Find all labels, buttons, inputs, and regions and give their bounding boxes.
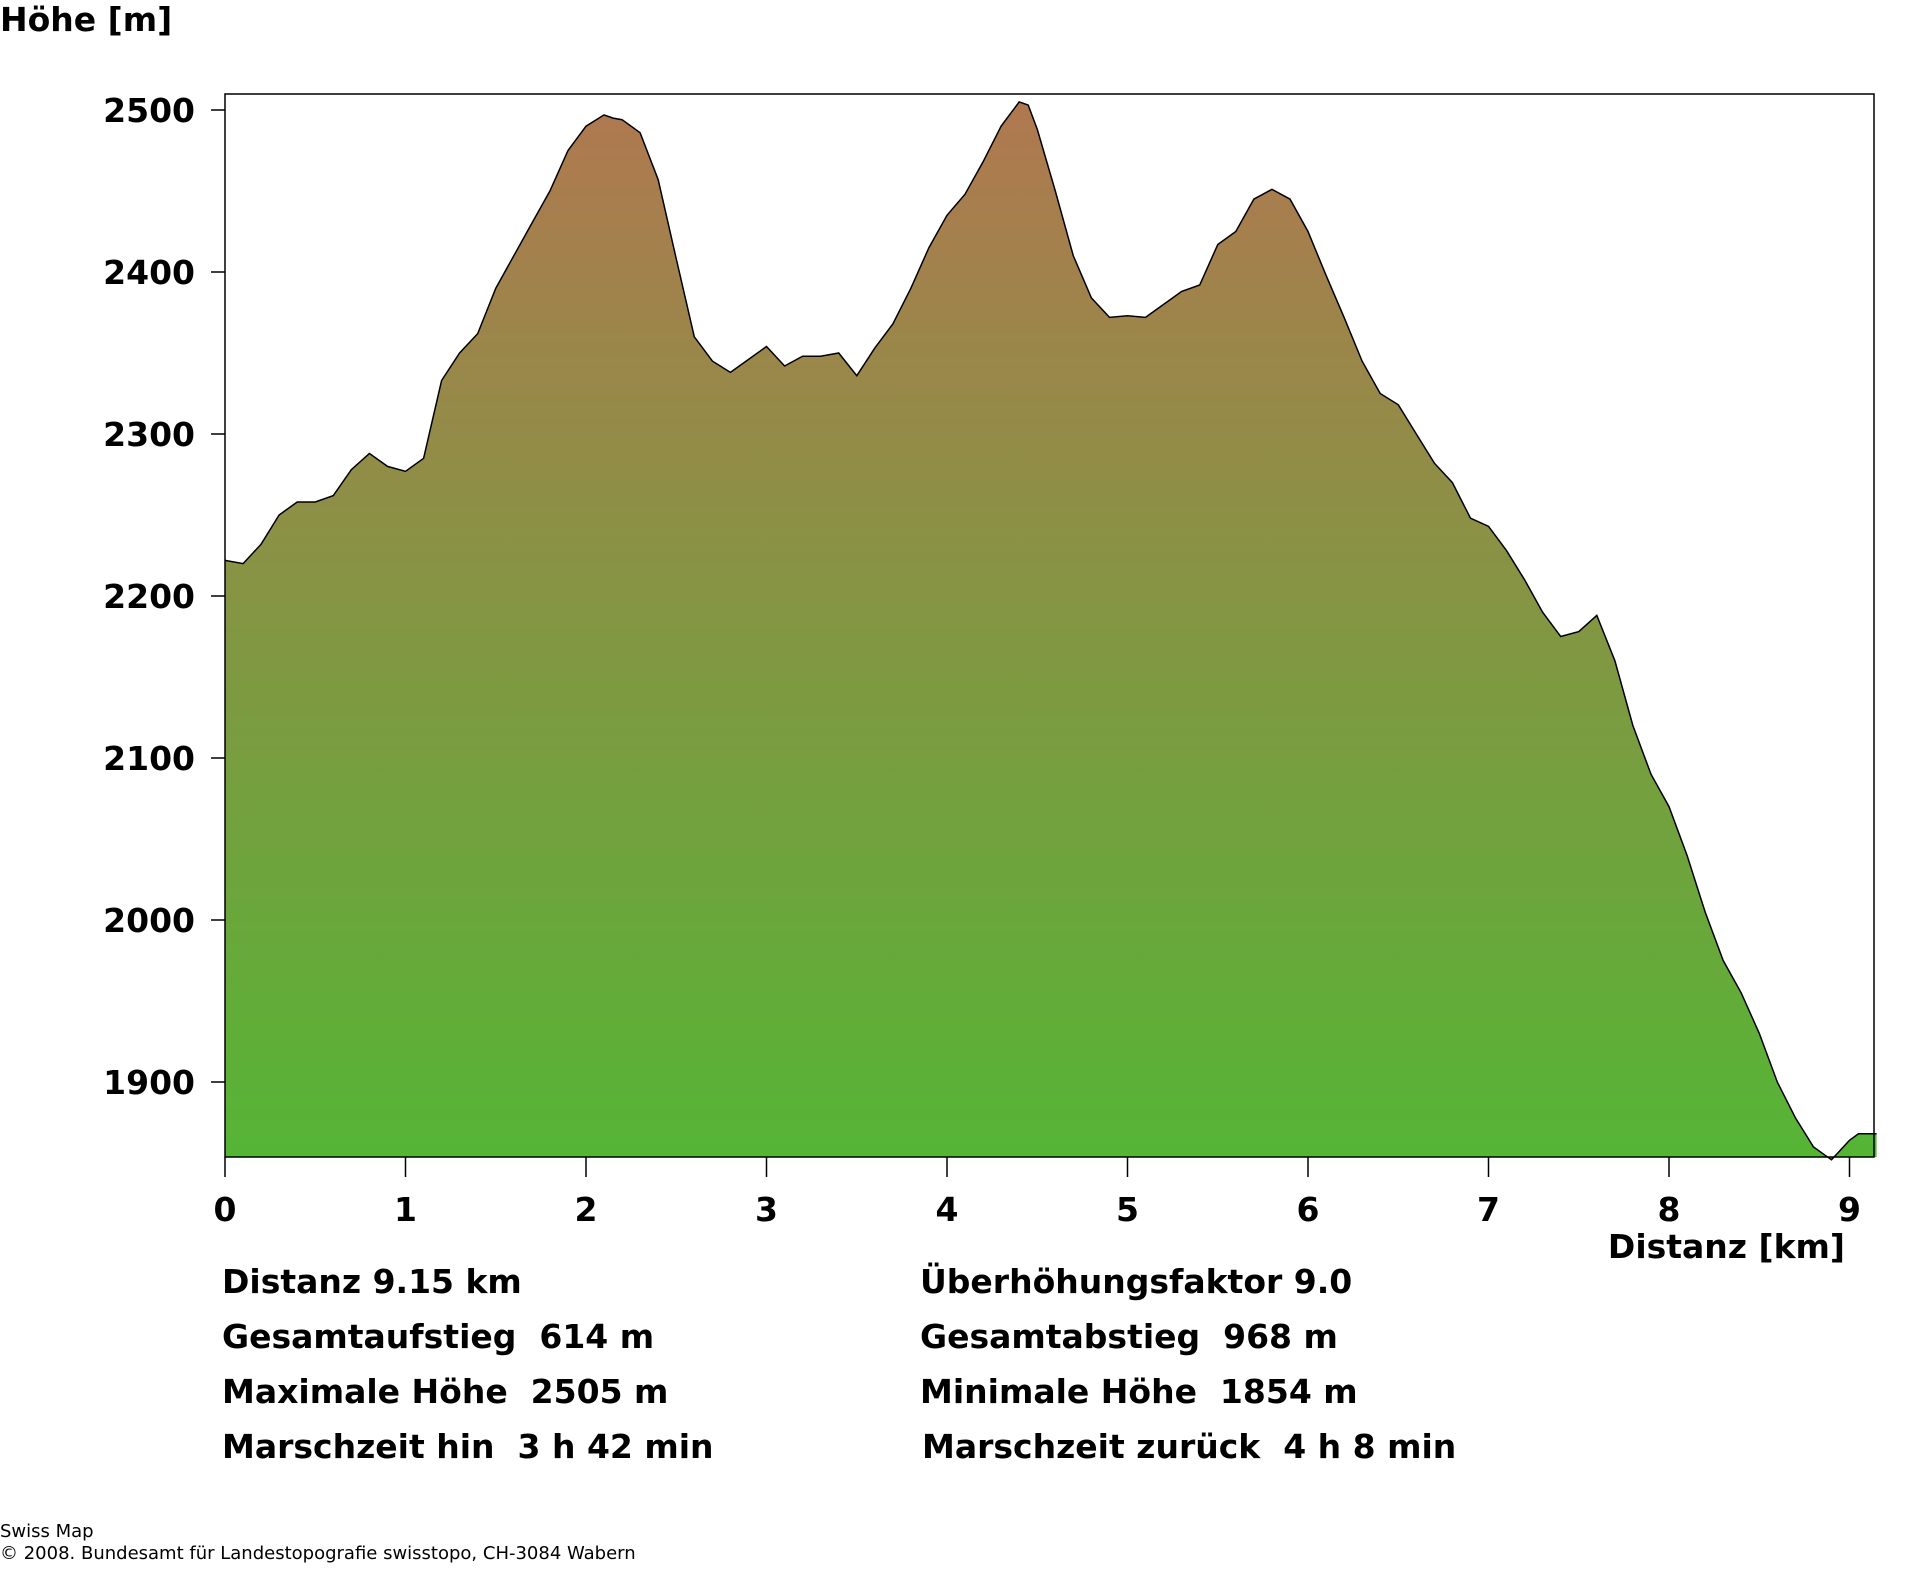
elevation-area <box>225 101 1877 1160</box>
x-axis: 0 1 2 3 4 5 6 7 8 9 <box>214 1157 1861 1229</box>
x-tick-label: 1 <box>394 1190 417 1229</box>
x-tick-label: 5 <box>1116 1190 1139 1229</box>
stat-ueberhoehungsfaktor: Überhöhungsfaktor 9.0 <box>920 1262 1353 1301</box>
footer-title: Swiss Map <box>0 1521 94 1542</box>
x-tick-label: 9 <box>1838 1190 1861 1229</box>
x-axis-label: Distanz [km] <box>1608 1227 1845 1266</box>
y-tick-label: 2500 <box>103 91 195 130</box>
y-tick-label: 2200 <box>103 577 195 616</box>
y-tick-label: 2400 <box>103 253 195 292</box>
x-tick-label: 7 <box>1477 1190 1500 1229</box>
y-tick-label: 2100 <box>103 739 195 778</box>
stat-minimale-hoehe: Minimale Höhe 1854 m <box>920 1372 1358 1411</box>
plot-frame <box>224 93 1875 1158</box>
y-tick-label: 2300 <box>103 415 195 454</box>
x-tick-label: 3 <box>755 1190 778 1229</box>
elevation-line <box>224 101 1877 1161</box>
stat-gesamtabstieg: Gesamtabstieg 968 m <box>920 1317 1338 1356</box>
x-tick-label: 6 <box>1297 1190 1320 1229</box>
x-tick-label: 0 <box>214 1190 237 1229</box>
y-axis-label: Höhe [m] <box>0 0 172 39</box>
x-tick-label: 4 <box>936 1190 959 1229</box>
y-axis: 1900 2000 2100 2200 2300 2400 2500 <box>103 91 225 1102</box>
x-tick-label: 2 <box>575 1190 598 1229</box>
elevation-profile-chart: Höhe [m] 1900 2000 2100 2200 2300 2400 2500 0 1… <box>0 0 1877 1266</box>
stat-gesamtaufstieg: Gesamtaufstieg 614 m <box>222 1317 655 1356</box>
stat-maximale-hoehe: Maximale Höhe 2505 m <box>222 1372 669 1411</box>
y-tick-label: 2000 <box>103 901 195 940</box>
stat-marschzeit-hin: Marschzeit hin 3 h 42 min <box>222 1427 714 1466</box>
stat-marschzeit-zurueck: Marschzeit zurück 4 h 8 min <box>922 1427 1457 1466</box>
stat-distanz: Distanz 9.15 km <box>222 1262 522 1301</box>
footer-copyright: © 2008. Bundesamt für Landestopografie s… <box>0 1543 636 1564</box>
x-tick-label: 8 <box>1658 1190 1681 1229</box>
y-tick-label: 1900 <box>103 1063 195 1102</box>
